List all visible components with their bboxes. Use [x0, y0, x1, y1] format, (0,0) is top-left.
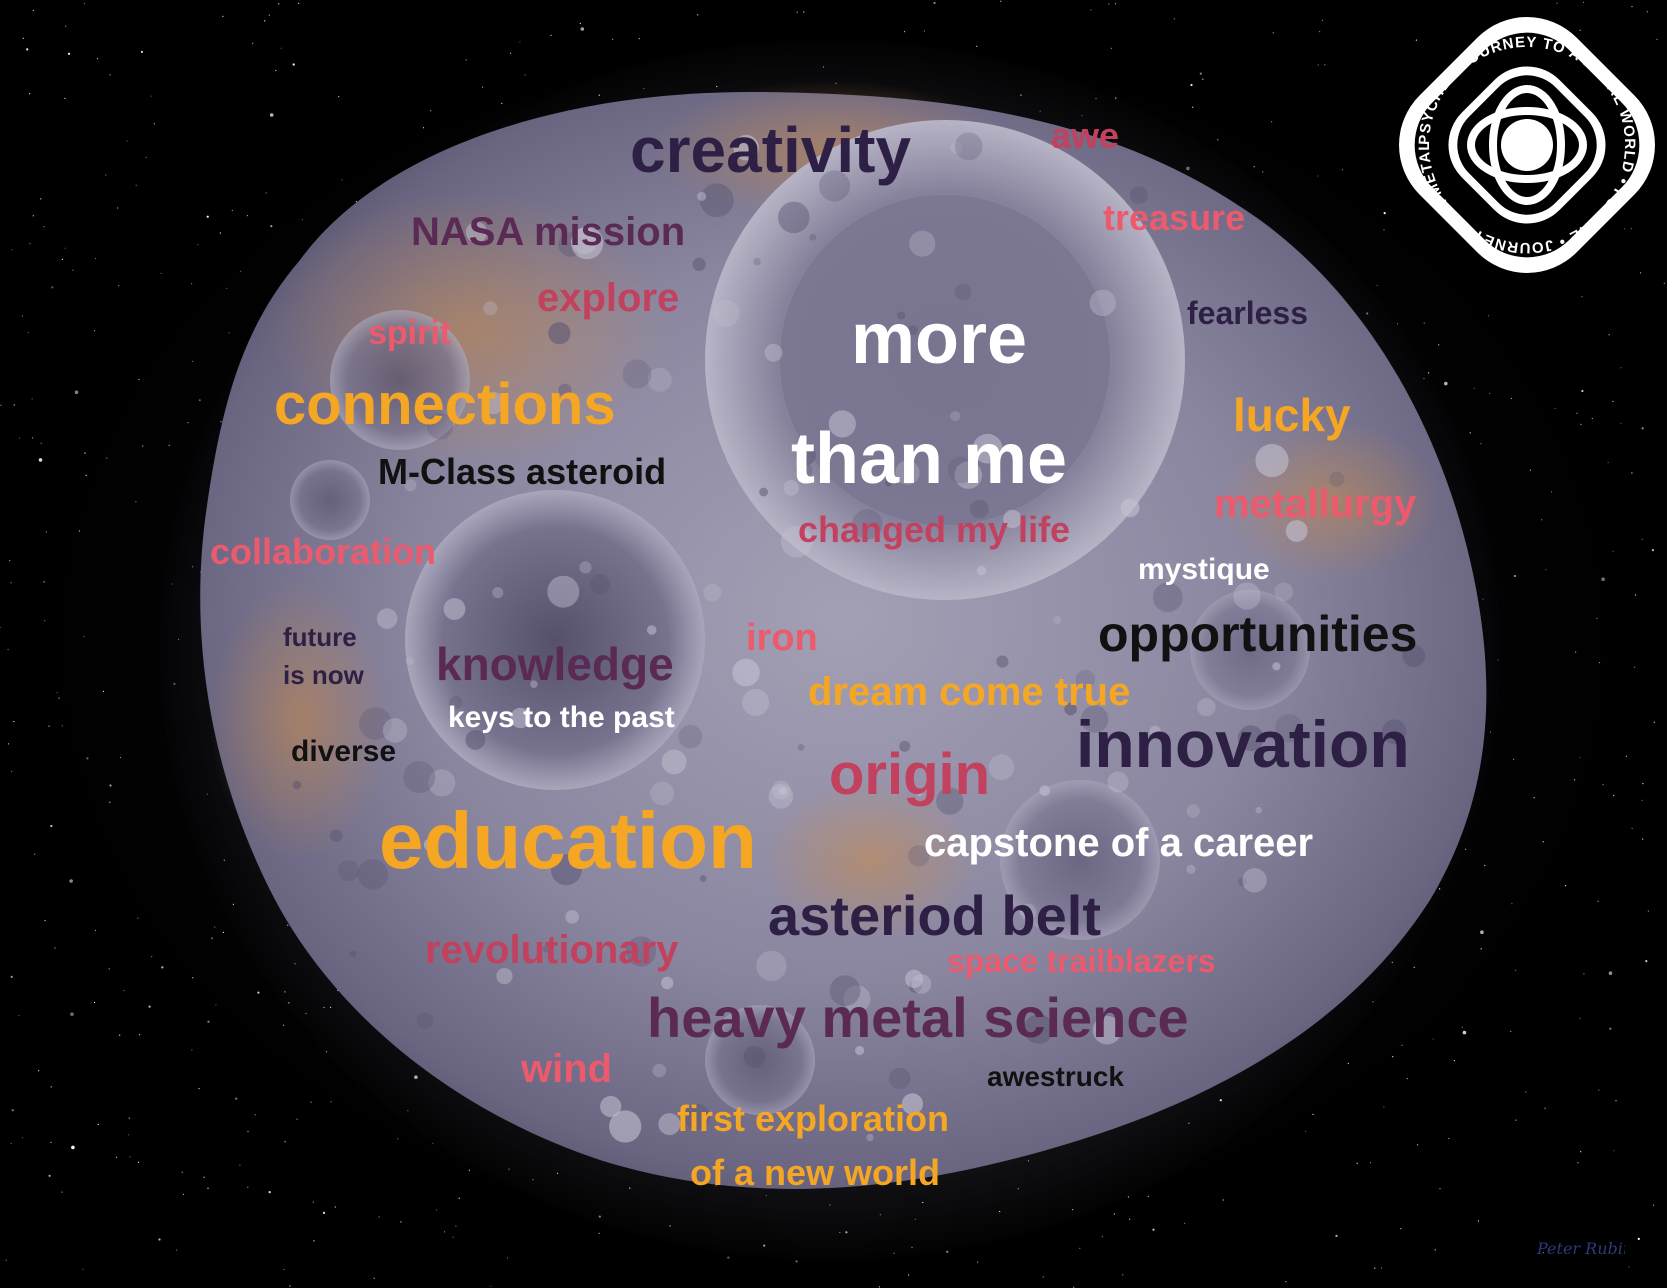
- word-asteriod-belt: asteriod belt: [768, 884, 1101, 947]
- word-spirit: spirit: [368, 314, 452, 352]
- word-origin: origin: [829, 742, 991, 807]
- word-capstone-of-a-career: capstone of a career: [924, 821, 1314, 865]
- word-awestruck: awestruck: [987, 1061, 1124, 1092]
- word-fearless: fearless: [1187, 295, 1308, 331]
- word-opportunities: opportunities: [1098, 606, 1418, 662]
- word-innovation: innovation: [1076, 707, 1410, 781]
- left-crater: [405, 490, 705, 790]
- artist-signature: Peter Rubin '16: [1536, 1239, 1625, 1258]
- word-creativity: creativity: [630, 114, 912, 186]
- word-of-a-new-world: of a new world: [690, 1152, 941, 1193]
- word-mystique: mystique: [1138, 553, 1270, 586]
- word-more: more: [851, 299, 1028, 379]
- word-awe: awe: [1051, 115, 1120, 156]
- word-heavy-metal-science: heavy metal science: [647, 986, 1189, 1049]
- word-future: future: [283, 622, 357, 652]
- word-first-exploration: first exploration: [677, 1098, 950, 1139]
- word-education: education: [379, 796, 757, 885]
- word-diverse: diverse: [291, 735, 397, 768]
- word-keys-to-the-past: keys to the past: [448, 701, 675, 734]
- word-wind: wind: [521, 1047, 613, 1091]
- word-lucky: lucky: [1233, 389, 1351, 441]
- word-treasure: treasure: [1103, 197, 1246, 238]
- word-is-now: is now: [283, 660, 364, 690]
- svg-text:Peter Rubin '16: Peter Rubin '16: [1536, 1239, 1625, 1258]
- surface-texture: [292, 132, 1426, 1143]
- word-changed-my-life: changed my life: [798, 509, 1071, 550]
- psyche-mission-logo: PSYCHE • JOURNEY TO A METAL WORLD • PSYC…: [1396, 14, 1655, 273]
- word-dream-come-true: dream come true: [808, 670, 1131, 714]
- word-metallurgy: metallurgy: [1214, 482, 1417, 526]
- word-than-me: than me: [791, 419, 1068, 499]
- word-explore: explore: [537, 276, 680, 320]
- word-revolutionary: revolutionary: [425, 928, 679, 972]
- word-m-class-asteroid: M-Class asteroid: [378, 451, 667, 492]
- word-knowledge: knowledge: [436, 638, 674, 690]
- word-nasa-mission: NASA mission: [411, 210, 686, 254]
- word-connections: connections: [274, 372, 616, 437]
- word-space-trailblazers: space trailblazers: [947, 943, 1216, 979]
- word-iron: iron: [746, 617, 818, 659]
- word-collaboration: collaboration: [210, 531, 437, 572]
